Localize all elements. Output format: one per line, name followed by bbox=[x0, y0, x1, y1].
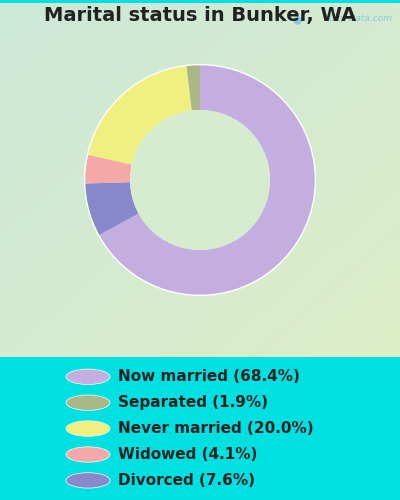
Circle shape bbox=[66, 369, 110, 384]
Text: Now married (68.4%): Now married (68.4%) bbox=[118, 370, 300, 384]
Text: Marital status in Bunker, WA: Marital status in Bunker, WA bbox=[44, 6, 356, 25]
Polygon shape bbox=[88, 66, 192, 165]
Circle shape bbox=[66, 395, 110, 410]
Polygon shape bbox=[186, 64, 200, 111]
Circle shape bbox=[66, 472, 110, 488]
Text: City-Data.com: City-Data.com bbox=[328, 14, 392, 23]
Text: Divorced (7.6%): Divorced (7.6%) bbox=[118, 473, 255, 488]
Polygon shape bbox=[131, 111, 269, 249]
Text: Never married (20.0%): Never married (20.0%) bbox=[118, 421, 314, 436]
Text: Widowed (4.1%): Widowed (4.1%) bbox=[118, 447, 257, 462]
Text: Separated (1.9%): Separated (1.9%) bbox=[118, 395, 268, 410]
Polygon shape bbox=[85, 154, 132, 184]
Circle shape bbox=[66, 447, 110, 462]
Polygon shape bbox=[99, 64, 315, 296]
Circle shape bbox=[66, 421, 110, 436]
Polygon shape bbox=[85, 182, 139, 235]
